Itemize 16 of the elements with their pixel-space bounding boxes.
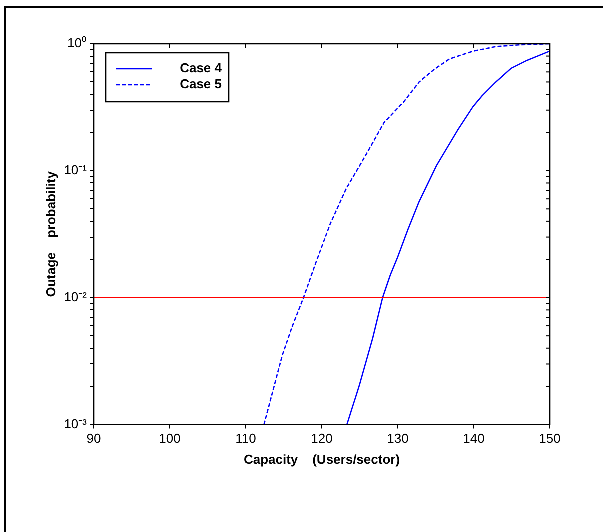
x-tick-label: 140 — [463, 431, 485, 446]
x-tick-label: 110 — [236, 431, 256, 446]
legend-label: Case 5 — [180, 76, 222, 92]
x-tick-label: 130 — [387, 431, 409, 446]
x-tick-label: 120 — [311, 431, 333, 446]
line-series — [264, 44, 550, 425]
y-tick-label: 10⁻² — [64, 289, 88, 304]
legend-label: Case 4 — [180, 60, 223, 76]
y-axis-title: Outage probability — [43, 170, 58, 298]
x-axis-title: Capacity (Users/sector) — [244, 452, 400, 467]
y-tick-label: 10⁰ — [68, 36, 87, 51]
x-tick-label: 100 — [159, 431, 181, 446]
x-tick-label: 150 — [539, 431, 561, 446]
y-tick-label: 10⁻³ — [64, 416, 88, 432]
x-tick-label: 90 — [86, 431, 102, 446]
y-tick-label: 10⁻¹ — [64, 162, 88, 178]
